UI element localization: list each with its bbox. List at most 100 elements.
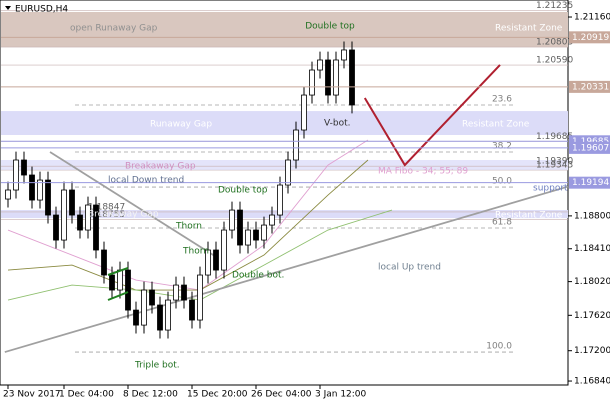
candle-body: [117, 269, 123, 291]
candle-body: [109, 274, 115, 291]
annotation: support: [533, 184, 568, 194]
annotation: Resistant Zone: [495, 211, 563, 221]
price-tag-box: [569, 31, 610, 44]
y-tick-label: 1.16840: [574, 377, 610, 387]
annotation: Resistant Zone: [462, 120, 530, 130]
annotation: Double bot.: [232, 271, 284, 281]
annotation: Triple bot.: [134, 361, 180, 371]
x-tick-label: 26 Dec 04:00: [251, 390, 312, 400]
zone: [1, 160, 568, 171]
annotation: Thorn: [182, 247, 209, 257]
level-label: 1.21235: [536, 1, 573, 11]
annotation: Thorn: [175, 222, 202, 232]
candle-body: [53, 214, 59, 241]
annotation: Breakaway Gap: [88, 210, 159, 220]
annotation: local Down trend: [108, 176, 184, 186]
candle-body: [21, 159, 27, 176]
level-label: 1.20803: [536, 38, 573, 48]
fibo-label: 61.8: [492, 218, 512, 228]
candle-body: [341, 49, 347, 61]
candle-body: [269, 214, 275, 226]
candle-body: [13, 159, 19, 191]
trend-line: [49, 151, 219, 259]
annotation: Resistant Zone: [495, 24, 563, 34]
candle-body: [125, 269, 131, 311]
fibo-label: 100.0: [486, 342, 512, 352]
annotation: V-bot.: [324, 119, 351, 129]
annotation: open Runaway Gap: [70, 24, 158, 34]
candle-body: [5, 189, 11, 200]
candle-body: [293, 129, 299, 161]
price-tag-box: [569, 80, 610, 93]
price-tag-box: [569, 176, 610, 189]
candle-body: [37, 179, 43, 201]
candle-body: [237, 209, 243, 246]
candle-body: [29, 174, 35, 201]
candle-body: [197, 274, 203, 321]
candle-body: [77, 214, 83, 231]
zone: [1, 210, 568, 219]
y-tick-label: 1.18020: [574, 277, 610, 287]
annotation: Breakaway Gap: [125, 162, 196, 172]
candle-body: [157, 304, 163, 331]
thorn-marker: [107, 267, 129, 301]
candle-body: [325, 59, 331, 96]
level-label: 1.18755: [88, 210, 125, 220]
fibo-label: 50.0: [492, 177, 512, 187]
price-tag-label: 1.19685: [572, 137, 609, 147]
x-tick-label: 8 Dec 12:00: [123, 390, 178, 400]
candle-body: [277, 184, 283, 216]
candle-body: [229, 209, 235, 231]
candle-body: [45, 179, 51, 216]
annotation: Double top: [305, 22, 355, 32]
candle-body: [141, 289, 147, 326]
chart-title: EURUSD,H4: [15, 5, 68, 15]
level-label: 1.19685: [536, 132, 573, 142]
candle-body: [181, 284, 187, 301]
level-label: 1.19390: [536, 157, 573, 167]
candle-body: [205, 249, 211, 276]
fibo-label: 23.6: [492, 94, 512, 104]
candle-body: [61, 189, 67, 241]
menu-arrow: [5, 6, 11, 10]
candle-body: [253, 229, 259, 241]
annotation: local Up trend: [378, 263, 441, 273]
candle-body: [349, 49, 355, 106]
y-tick-label: 1.17200: [574, 346, 610, 356]
candle-body: [245, 229, 251, 246]
y-tick-label: 1.21160: [574, 13, 610, 23]
trend-line: [4, 185, 569, 353]
trend-line: [363, 64, 501, 167]
candle-body: [149, 289, 155, 306]
price-tag-label: 1.20919: [572, 33, 609, 43]
price-tag-label: 1.20331: [572, 82, 609, 92]
candle-body: [173, 284, 179, 301]
candle-body: [221, 229, 227, 271]
candle-body: [333, 59, 339, 96]
price-tag-label: 1.19194: [572, 178, 609, 188]
candle-body: [189, 299, 195, 321]
annotation: Runaway Gap: [150, 120, 212, 130]
annotation: Double top: [218, 186, 268, 196]
candle-body: [261, 224, 267, 241]
candle-body: [301, 94, 307, 131]
candle-body: [101, 249, 107, 276]
candle-body: [85, 204, 91, 231]
y-tick-label: 1.18800: [574, 211, 610, 221]
candle-body: [165, 299, 171, 331]
candle-body: [93, 204, 99, 251]
candle-body: [285, 159, 291, 186]
zone: [1, 11, 568, 48]
y-tick-label: 1.17620: [574, 311, 610, 321]
price-tag-label: 1.19607: [572, 143, 609, 153]
x-tick-label: 15 Dec 20:00: [187, 390, 248, 400]
x-tick-label: 23 Nov 2017: [3, 390, 61, 400]
x-tick-label: 3 Jan 12:00: [315, 390, 367, 400]
candle-body: [213, 249, 219, 271]
y-tick-label: 1.18410: [574, 244, 610, 254]
candle-body: [317, 59, 323, 71]
annotation: MA Fibo - 34; 55; 89: [378, 167, 468, 177]
plot-frame: [0, 0, 569, 386]
x-tick-label: 1 Dec 04:00: [59, 390, 114, 400]
